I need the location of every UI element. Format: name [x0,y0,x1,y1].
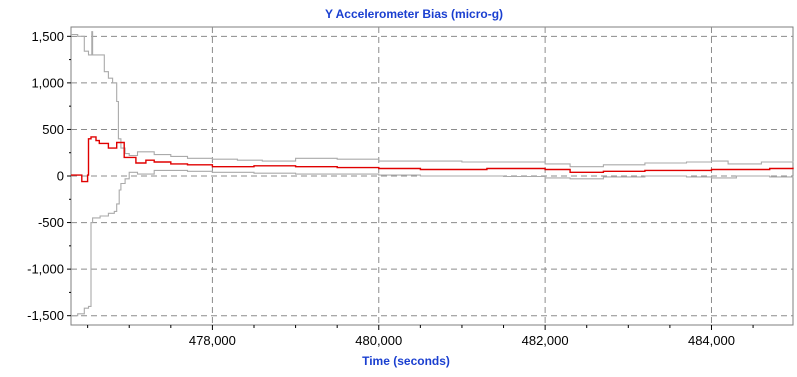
y-tick-label: -500 [38,215,64,230]
y-tick-label: 1,000 [31,75,64,90]
x-axis-label: Time (seconds) [362,354,450,368]
y-tick-label: -1,500 [27,308,64,323]
y-axis-ticks: 1,500 1,000 500 0 -500 -1,000 -1,500 [27,29,71,323]
series-group [71,31,794,317]
series-line-2 [71,31,794,168]
series-line-1 [71,136,794,183]
y-tick-label: 0 [57,169,64,184]
x-tick-label: 484,000 [688,333,735,348]
gridlines [71,27,793,325]
y-tick-label: 500 [42,122,64,137]
chart-title: Y Accelerometer Bias (micro-g) [325,7,503,21]
series-line-3 [71,169,794,317]
x-tick-label: 482,000 [522,333,569,348]
y-tick-label: 1,500 [31,29,64,44]
x-axis-ticks: 478,000 480,000 482,000 484,000 [87,325,754,348]
y-tick-label: -1,000 [27,262,64,277]
x-tick-label: 478,000 [189,333,236,348]
x-tick-label: 480,000 [355,333,402,348]
